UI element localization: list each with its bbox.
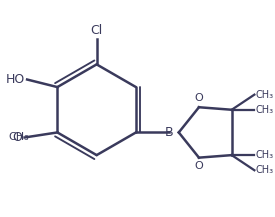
Text: CH₃: CH₃: [256, 165, 274, 175]
Text: O: O: [195, 161, 203, 171]
Text: O: O: [195, 94, 203, 104]
Text: Cl: Cl: [90, 24, 103, 37]
Text: B: B: [164, 126, 173, 139]
Text: CH₃: CH₃: [256, 90, 274, 100]
Text: HO: HO: [5, 73, 24, 86]
Text: O: O: [12, 131, 22, 144]
Text: CH₃: CH₃: [8, 133, 29, 143]
Text: CH₃: CH₃: [256, 150, 274, 160]
Text: CH₃: CH₃: [256, 105, 274, 115]
